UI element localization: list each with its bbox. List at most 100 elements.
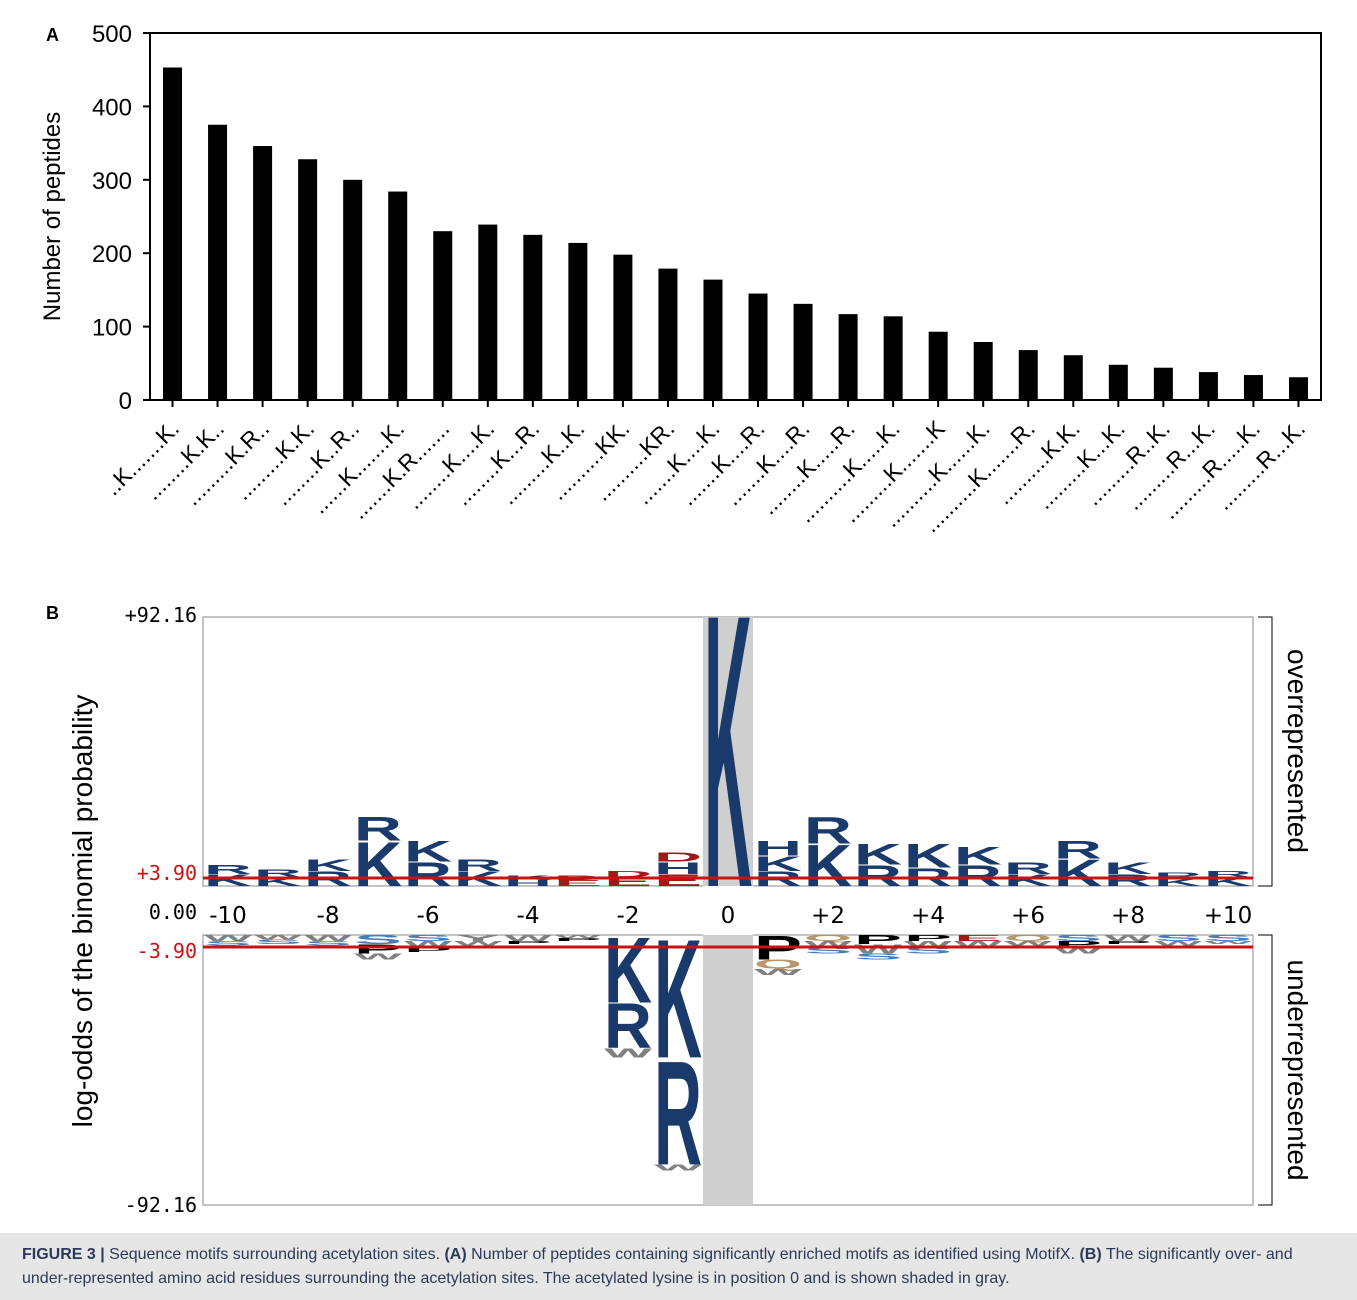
logo-letter: R — [1204, 869, 1252, 879]
logo-letter: W — [1004, 940, 1053, 947]
logo-letter: K — [404, 835, 452, 868]
logo-letter: P — [504, 940, 552, 945]
logo-letter: P — [854, 933, 902, 947]
logo-letter: R — [1104, 871, 1152, 890]
y-tick-label: 400 — [92, 94, 132, 121]
bar — [973, 342, 993, 400]
position-label: -8 — [317, 903, 340, 929]
logo-letter: K — [1054, 852, 1102, 894]
position-label: -6 — [417, 903, 440, 929]
logo-letter: R — [954, 860, 1002, 893]
logo-letter: R — [1154, 871, 1202, 881]
logo-letter: K — [604, 918, 652, 1023]
position-label: +8 — [1111, 903, 1145, 929]
logo-letter: W — [1204, 940, 1253, 945]
y-tick-label: -92.16 — [125, 1193, 197, 1217]
logo-letter: S — [854, 952, 902, 962]
bar — [883, 316, 903, 400]
caption-b-text: The significantly over- and under-repres… — [22, 1246, 1293, 1287]
bar — [298, 159, 318, 400]
logo-letter: E — [554, 878, 602, 888]
bar — [343, 179, 363, 400]
axis-gap — [703, 886, 753, 935]
over-bracket — [1258, 616, 1273, 887]
y-tick-label: 500 — [92, 21, 132, 48]
position-label: +6 — [1011, 903, 1045, 929]
caption-background — [0, 1233, 1357, 1300]
logo-letter: R — [1054, 836, 1102, 864]
bar — [253, 146, 273, 400]
bar — [1243, 375, 1263, 400]
logo-letter: K — [304, 856, 352, 875]
logo-letter: R — [454, 856, 502, 875]
logo-letter: W — [554, 934, 603, 939]
underrepresented-label: underrepresented — [1282, 959, 1313, 1180]
logo-letter: K — [754, 852, 802, 876]
logo-letter: R — [854, 860, 902, 893]
position-label: +10 — [1204, 903, 1253, 929]
logo-letter: S — [204, 940, 252, 947]
logo-letter: S — [1204, 933, 1252, 943]
position-label: -4 — [517, 903, 540, 929]
bar — [1198, 372, 1218, 400]
bar — [478, 224, 498, 400]
logo-letter: W — [954, 939, 1003, 949]
panel-b-label: B — [46, 603, 59, 623]
logo-letter: D — [604, 869, 652, 879]
bar — [433, 231, 453, 400]
logo-letter: D — [654, 850, 702, 864]
bar — [388, 191, 408, 400]
y-axis-label: log-odds of the binomial probability — [67, 695, 98, 1128]
logo-letter: Q — [754, 957, 802, 971]
overrepresented-label: overrepresented — [1282, 649, 1313, 853]
logo-letter: E — [654, 871, 702, 890]
logo-letter: W — [454, 940, 503, 947]
panel-a-label: A — [46, 25, 59, 45]
bar — [928, 331, 948, 400]
bar — [1108, 364, 1128, 400]
logo-letter: P — [354, 942, 402, 956]
logo-letter: Q — [1004, 933, 1052, 943]
position-label: -10 — [209, 903, 247, 929]
position-label: 0 — [721, 903, 736, 929]
logo-letter: H — [654, 859, 702, 878]
bar — [1153, 367, 1173, 400]
logo-letter: P — [1054, 939, 1102, 949]
y-tick-label: 0 — [119, 388, 132, 415]
logo-letter: K — [704, 534, 752, 970]
caption-lead: Sequence motifs surrounding acetylation … — [104, 1246, 445, 1263]
bar — [793, 303, 813, 400]
logo-letter: K — [204, 871, 252, 890]
plot-frame — [149, 32, 1322, 401]
logo-letter: W — [854, 942, 902, 956]
logo-letter: K — [854, 838, 902, 871]
logo-letter: S — [804, 946, 852, 956]
logo-letter: R — [654, 1030, 702, 1196]
bar — [1063, 355, 1083, 400]
logo-letter: K — [1004, 871, 1052, 890]
logo-letter: Q — [804, 933, 852, 943]
logo-letter: P — [1104, 940, 1152, 945]
bar — [1018, 350, 1038, 400]
logo-letter: S — [254, 938, 302, 945]
logo-letter: R — [354, 810, 402, 848]
position-label: +2 — [811, 903, 845, 929]
logo-letter: P — [404, 946, 452, 953]
logo-letter: R — [804, 810, 852, 852]
logo-letter: S — [904, 946, 952, 956]
logo-letter: W — [604, 1046, 652, 1060]
y-tick-label: 200 — [92, 241, 132, 268]
logo-letter: W — [254, 934, 303, 941]
bar — [838, 314, 858, 400]
y-tick-label: 300 — [92, 168, 132, 195]
logo-letter: S — [1154, 933, 1202, 943]
logo-letter: S — [304, 940, 352, 947]
bar — [748, 293, 768, 400]
position-label: +4 — [911, 903, 945, 929]
logo-letter: R — [204, 862, 252, 876]
sequence-logo-chart: KRKRRKKRRKKRHKEDEDEHDKRKHKRRKRKRKKRKRRKK… — [67, 534, 1313, 1217]
y-tick-label: +92.16 — [125, 603, 197, 627]
bar — [1288, 377, 1308, 400]
y-tick-label: 100 — [92, 315, 132, 342]
